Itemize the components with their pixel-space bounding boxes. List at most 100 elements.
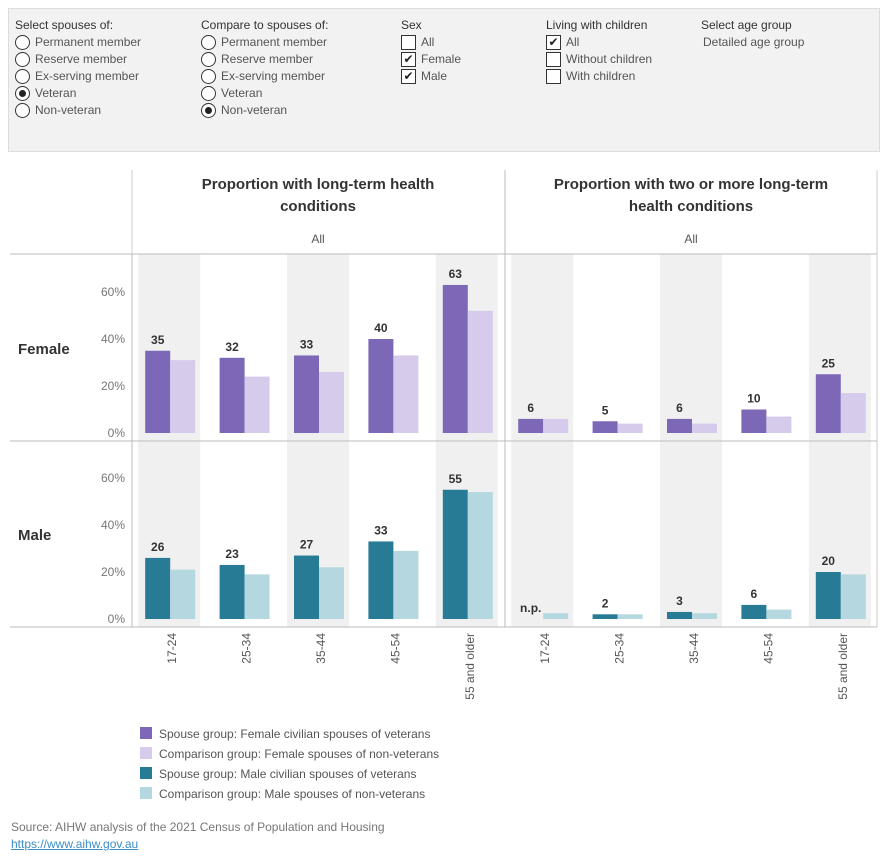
checked-checkbox[interactable]: ✔ (401, 69, 416, 84)
data-label: 33 (300, 337, 314, 351)
compare-option[interactable]: Ex-serving member (201, 68, 328, 85)
radio-button[interactable] (201, 103, 216, 118)
comparison-bar (244, 376, 270, 433)
compare-option-label: Permanent member (221, 35, 328, 49)
spouses-option-label: Reserve member (35, 52, 128, 66)
living-option[interactable]: Without children (546, 51, 652, 68)
living-option[interactable]: With children (546, 68, 652, 85)
compare-option-label: Reserve member (221, 52, 314, 66)
spouse-bar (145, 350, 171, 433)
checkbox[interactable] (401, 35, 416, 50)
checkbox[interactable] (546, 52, 561, 67)
comparison-bar (393, 355, 419, 433)
compare-option[interactable]: Permanent member (201, 34, 328, 51)
spouse-bar (219, 564, 245, 619)
row-label: Male (18, 527, 51, 544)
sex-option-label: All (421, 35, 435, 49)
comparison-bar (692, 423, 717, 433)
column-sublabel: All (311, 232, 324, 246)
comparison-bar (617, 614, 643, 619)
y-tick-label: 0% (108, 426, 126, 440)
checked-checkbox[interactable]: ✔ (546, 35, 561, 50)
radio-button[interactable] (201, 35, 216, 50)
data-label: 25 (822, 356, 836, 370)
radio-button[interactable] (201, 86, 216, 101)
comparison-bar (170, 569, 196, 619)
data-label: 35 (151, 333, 165, 347)
spouses-option-label: Permanent member (35, 35, 142, 49)
spouse-bar (592, 614, 618, 619)
sex-option-label: Male (421, 69, 448, 83)
x-tick-label: 25-34 (240, 633, 254, 664)
spouses-option[interactable]: Veteran (15, 85, 141, 102)
spouse-bar (219, 357, 245, 433)
radio-button[interactable] (15, 86, 30, 101)
sex-option[interactable]: All (401, 34, 461, 51)
spouses-option[interactable]: Non-veteran (15, 102, 141, 119)
compare-option-label: Ex-serving member (221, 69, 326, 83)
age-filter: Select age group Detailed age group (695, 17, 804, 51)
living-option-label: Without children (566, 52, 653, 66)
data-label: 6 (751, 587, 758, 601)
compare-option[interactable]: Reserve member (201, 51, 328, 68)
compare-option[interactable]: Non-veteran (201, 102, 328, 119)
sex-option[interactable]: ✔ Female (401, 51, 461, 68)
sex-option[interactable]: ✔ Male (401, 68, 461, 85)
x-tick-label: 35-44 (314, 633, 328, 664)
spouse-bar (741, 604, 767, 619)
panel-title: health conditions (629, 198, 753, 215)
radio-button[interactable] (201, 69, 216, 84)
legend-label: Spouse group: Female civilian spouses of… (159, 727, 431, 741)
radio-button[interactable] (15, 69, 30, 84)
panel-title: Proportion with two or more long-term (554, 176, 828, 193)
spouse-bar (442, 284, 468, 433)
radio-button[interactable] (15, 35, 30, 50)
spouse-bar (294, 555, 319, 619)
data-label: 32 (225, 340, 239, 354)
age-group-dropdown[interactable]: Detailed age group (703, 35, 805, 49)
aihw-link[interactable]: https://www.aihw.gov.au (11, 837, 139, 851)
spouse-bar (518, 418, 544, 433)
legend-item: Comparison group: Female spouses of non-… (140, 746, 439, 766)
spouse-bar (145, 557, 171, 619)
spouses-option[interactable]: Permanent member (15, 34, 141, 51)
legend-swatch (140, 787, 152, 799)
sex-filter: Sex All ✔ Female ✔ Male (395, 17, 461, 85)
comparison-bar (244, 574, 270, 619)
checkbox[interactable] (546, 69, 561, 84)
compare-option[interactable]: Veteran (201, 85, 328, 102)
spouse-bar (442, 489, 468, 619)
data-label: 6 (527, 401, 534, 415)
spouse-bar (667, 611, 692, 619)
checked-checkbox[interactable]: ✔ (401, 52, 416, 67)
data-label: 23 (225, 547, 239, 561)
comparison-bar (543, 613, 569, 619)
y-tick-label: 40% (101, 332, 125, 346)
data-label: 20 (822, 554, 836, 568)
spouse-bar (368, 541, 394, 619)
living-filter-title: Living with children (546, 18, 648, 32)
footer: Source: AIHW analysis of the 2021 Census… (11, 820, 385, 851)
data-label: 3 (676, 594, 683, 608)
comparison-bar (766, 416, 792, 433)
data-label: 2 (602, 596, 609, 610)
data-label: 10 (747, 392, 761, 406)
compare-option-label: Non-veteran (221, 103, 288, 117)
legend-swatch (140, 767, 152, 779)
legend-label: Comparison group: Male spouses of non-ve… (159, 787, 426, 801)
y-tick-label: 0% (108, 612, 126, 626)
spouses-filter-title: Select spouses of: (15, 18, 114, 32)
y-tick-label: 40% (101, 518, 125, 532)
living-option-label: With children (566, 69, 636, 83)
compare-filter-title: Compare to spouses of: (201, 18, 329, 32)
radio-button[interactable] (15, 103, 30, 118)
y-tick-label: 60% (101, 471, 125, 485)
radio-button[interactable] (201, 52, 216, 67)
comparison-bar (467, 492, 493, 619)
spouses-option[interactable]: Reserve member (15, 51, 141, 68)
living-option[interactable]: ✔ All (546, 34, 652, 51)
radio-button[interactable] (15, 52, 30, 67)
spouses-option[interactable]: Ex-serving member (15, 68, 141, 85)
data-label: 40 (374, 321, 388, 335)
sex-option-label: Female (421, 52, 462, 66)
